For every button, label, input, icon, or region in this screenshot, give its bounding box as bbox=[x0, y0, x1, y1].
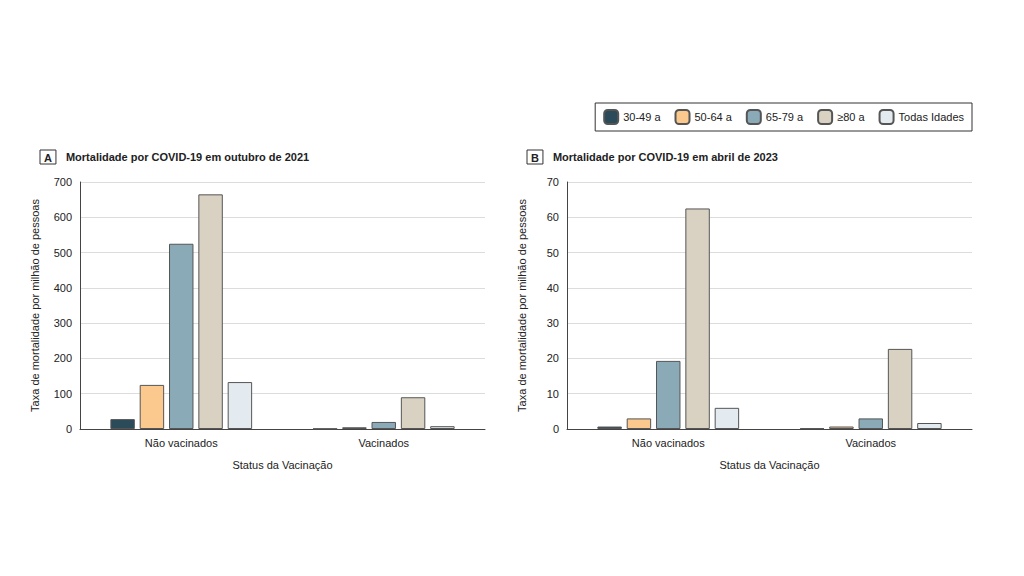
svg-text:B: B bbox=[531, 152, 539, 164]
svg-text:10: 10 bbox=[547, 388, 559, 400]
svg-text:Taxa de mortalidade por milhão: Taxa de mortalidade por milhão de pessoa… bbox=[29, 199, 41, 412]
svg-text:40: 40 bbox=[547, 282, 559, 294]
svg-text:200: 200 bbox=[54, 352, 72, 364]
svg-text:Mortalidade por COVID-19 em ou: Mortalidade por COVID-19 em outubro de 2… bbox=[66, 151, 309, 163]
svg-text:30-49 a: 30-49 a bbox=[623, 111, 661, 123]
svg-text:Não vacinados: Não vacinados bbox=[145, 437, 218, 449]
svg-text:Não vacinados: Não vacinados bbox=[632, 437, 705, 449]
svg-text:Status da Vacinação: Status da Vacinação bbox=[719, 459, 819, 471]
svg-text:Taxa de mortalidade por milhão: Taxa de mortalidade por milhão de pessoa… bbox=[516, 199, 528, 412]
svg-text:60: 60 bbox=[547, 211, 559, 223]
svg-text:Vacinados: Vacinados bbox=[845, 437, 896, 449]
svg-text:50: 50 bbox=[547, 247, 559, 259]
svg-text:Todas Idades: Todas Idades bbox=[899, 111, 965, 123]
svg-text:20: 20 bbox=[547, 352, 559, 364]
svg-text:500: 500 bbox=[54, 247, 72, 259]
svg-text:300: 300 bbox=[54, 317, 72, 329]
svg-text:0: 0 bbox=[553, 423, 559, 435]
svg-text:100: 100 bbox=[54, 388, 72, 400]
svg-text:600: 600 bbox=[54, 211, 72, 223]
svg-text:50-64 a: 50-64 a bbox=[695, 111, 733, 123]
svg-text:0: 0 bbox=[66, 423, 72, 435]
svg-text:30: 30 bbox=[547, 317, 559, 329]
svg-text:700: 700 bbox=[54, 176, 72, 188]
svg-text:≥80 a: ≥80 a bbox=[837, 111, 865, 123]
svg-text:Mortalidade por COVID-19 em ab: Mortalidade por COVID-19 em abril de 202… bbox=[553, 151, 778, 163]
svg-text:65-79 a: 65-79 a bbox=[766, 111, 804, 123]
svg-text:70: 70 bbox=[547, 176, 559, 188]
svg-text:Status da Vacinação: Status da Vacinação bbox=[232, 459, 332, 471]
svg-text:400: 400 bbox=[54, 282, 72, 294]
svg-text:A: A bbox=[44, 152, 52, 164]
svg-text:Vacinados: Vacinados bbox=[358, 437, 409, 449]
